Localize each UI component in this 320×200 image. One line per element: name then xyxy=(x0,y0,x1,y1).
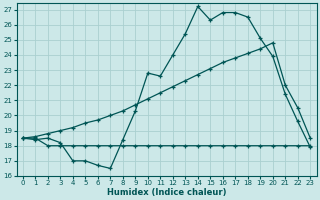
X-axis label: Humidex (Indice chaleur): Humidex (Indice chaleur) xyxy=(107,188,226,197)
